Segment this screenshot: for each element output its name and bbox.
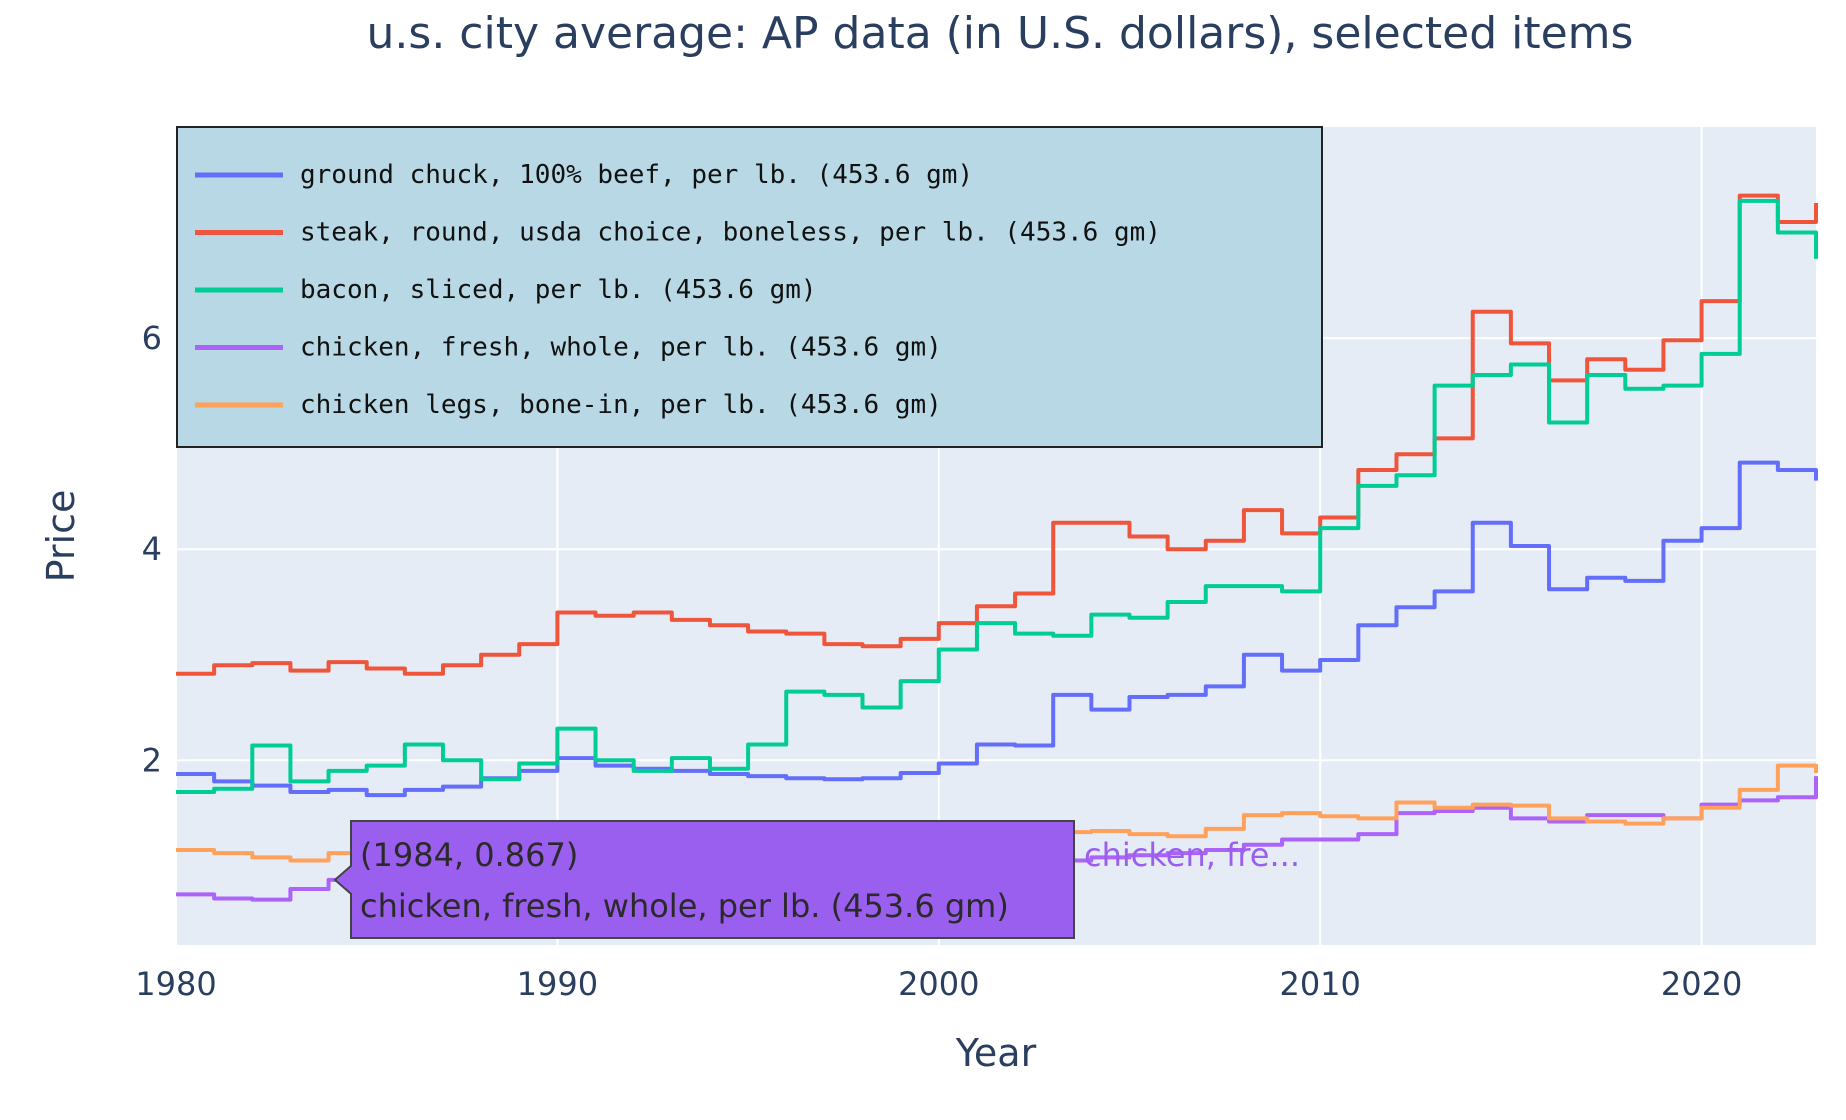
series-line-3 <box>176 198 1818 794</box>
x-tick-label: 2000 <box>898 965 979 1003</box>
tooltip-series-label: chicken, fre... <box>1084 836 1300 874</box>
tooltip-line-1: (1984, 0.867) <box>360 836 578 874</box>
legend-label: ground chuck, 100% beef, per lb. (453.6 … <box>300 160 973 190</box>
x-tick-label: 2010 <box>1279 965 1360 1003</box>
legend-label: steak, round, usda choice, boneless, per… <box>300 218 1161 248</box>
tooltip-box <box>333 820 1075 939</box>
legend-label: chicken, fresh, whole, per lb. (453.6 gm… <box>300 333 942 363</box>
legend-label: bacon, sliced, per lb. (453.6 gm) <box>300 275 817 305</box>
x-tick-label: 2020 <box>1661 965 1742 1003</box>
x-tick-label: 1980 <box>135 965 216 1003</box>
y-tick-label: 6 <box>142 319 162 357</box>
tooltip-line-2: chicken, fresh, whole, per lb. (453.6 gm… <box>360 887 1009 925</box>
hover-tooltip: (1984, 0.867) chicken, fresh, whole, per … <box>333 820 1300 939</box>
y-tick-label: 2 <box>142 741 162 779</box>
y-axis-title: Price <box>39 490 83 583</box>
legend-box <box>176 126 1323 448</box>
legend-label: chicken legs, bone-in, per lb. (453.6 gm… <box>300 390 942 420</box>
legend: ground chuck, 100% beef, per lb. (453.6 … <box>176 126 1323 448</box>
x-tick-label: 1990 <box>517 965 598 1003</box>
series-line-1 <box>176 460 1818 798</box>
chart-title: u.s. city average: AP data (in U.S. doll… <box>367 8 1634 59</box>
x-axis-title: Year <box>955 1031 1037 1075</box>
y-tick-label: 4 <box>142 530 162 568</box>
